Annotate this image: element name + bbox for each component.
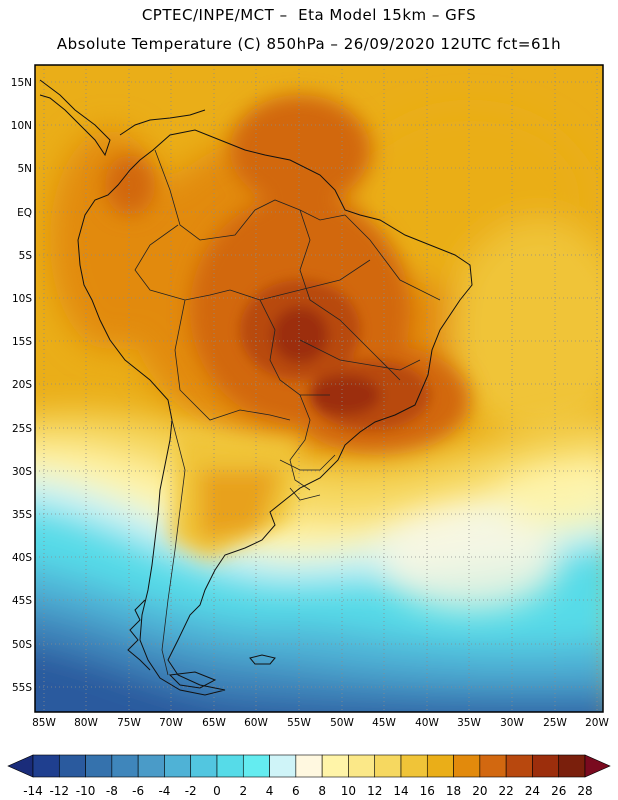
colorbar-swatch	[505, 754, 533, 778]
colorbar-tick-label: 26	[551, 784, 566, 798]
map-title-model: CPTEC/INPE/MCT – Eta Model 15km – GFS	[141, 6, 477, 24]
falklands-coastline	[249, 654, 276, 665]
colorbar-tick-label: 16	[420, 784, 435, 798]
colorbar-swatch	[558, 754, 586, 778]
colorbar-swatch	[426, 754, 454, 778]
colorbar-swatch	[137, 754, 165, 778]
colorbar-swatch	[532, 754, 560, 778]
colorbar-tick-label: 0	[213, 784, 221, 798]
colorbar-swatch	[190, 754, 218, 778]
colorbar-swatch	[400, 754, 428, 778]
lat-tick-label: 45S	[12, 595, 32, 607]
lon-tick-label: 50W	[330, 717, 354, 729]
lat-tick-label: 55S	[12, 682, 32, 694]
colorbar-tick-label: -8	[106, 784, 118, 798]
lon-tick-label: 20W	[585, 717, 609, 729]
temperature-colorbar: -14 -12 -10 -8 -6 -4 -2 0 2 4 6 8 10 12 14 16 18 20 22 24 26…	[7, 754, 611, 798]
colorbar-tick-label: 12	[367, 784, 382, 798]
colorbar-tick-label: 22	[499, 784, 514, 798]
colorbar-swatch	[32, 754, 60, 778]
lon-tick-label: 85W	[32, 717, 56, 729]
lat-tick-label: EQ	[17, 207, 32, 219]
colorbar-tick-label: 8	[318, 784, 326, 798]
south-america-coastline	[77, 129, 473, 696]
latitude-axis: 15N 10N 5N EQ 5S 10S 15S 20S 25S 30S 35S…	[11, 77, 33, 694]
lat-tick-label: 40S	[12, 552, 32, 564]
colorbar-tick-label: 28	[577, 784, 592, 798]
colorbar-tick-label: 4	[266, 784, 274, 798]
lon-tick-label: 80W	[74, 717, 98, 729]
lon-tick-label: 40W	[415, 717, 439, 729]
colorbar-swatch	[111, 754, 139, 778]
country-borders	[134, 149, 441, 676]
south-chile-fjords	[127, 599, 151, 671]
colorbar-tick-label: 14	[393, 784, 408, 798]
weather-map: 15N 10N 5N EQ 5S 10S 15S 20S 25S 30S 35S…	[7, 64, 611, 798]
lat-tick-label: 5N	[17, 163, 32, 175]
lon-tick-label: 55W	[287, 717, 311, 729]
colorbar-swatch	[164, 754, 192, 778]
colorbar-tick-label: 24	[525, 784, 540, 798]
colorbar-swatch	[85, 754, 113, 778]
longitude-axis: 85W 80W 75W 70W 65W 60W 55W 50W 45W 40W …	[32, 717, 609, 729]
caribbean-coast	[119, 109, 206, 136]
colorbar-tick-label: 18	[446, 784, 461, 798]
colorbar-tick-label: 6	[292, 784, 300, 798]
lon-tick-label: 25W	[543, 717, 567, 729]
lat-tick-label: 30S	[12, 466, 32, 478]
lat-tick-label: 10N	[11, 120, 32, 132]
colorbar-over-arrow	[584, 754, 611, 778]
lat-tick-label: 50S	[12, 639, 32, 651]
tierra-del-fuego	[168, 671, 217, 689]
lat-tick-label: 10S	[12, 293, 32, 305]
colorbar-tick-label: 10	[341, 784, 356, 798]
colorbar-swatch	[321, 754, 349, 778]
colorbar-tick-label: 20	[472, 784, 487, 798]
colorbar-tick-label: -4	[158, 784, 170, 798]
colorbar-tick-label: -2	[185, 784, 197, 798]
lon-tick-label: 70W	[159, 717, 183, 729]
colorbar-swatch	[348, 754, 376, 778]
colorbar-swatch	[58, 754, 86, 778]
map-title-variable: Absolute Temperature (C) 850hPa – 26/09/…	[56, 35, 562, 53]
lon-tick-label: 60W	[244, 717, 268, 729]
lon-tick-label: 65W	[202, 717, 226, 729]
colorbar-tick-label: -12	[49, 784, 69, 798]
lat-tick-label: 25S	[12, 423, 32, 435]
colorbar-swatch	[479, 754, 507, 778]
lat-tick-label: 5S	[19, 250, 33, 262]
colorbar-tick-label: -10	[76, 784, 96, 798]
central-america-coastline	[39, 79, 111, 157]
temperature-field	[35, 65, 603, 712]
colorbar-swatch	[374, 754, 402, 778]
colorbar-swatch	[216, 754, 244, 778]
lat-tick-label: 15N	[11, 77, 32, 89]
map-frame	[34, 64, 604, 713]
colorbar-tick-label: -14	[23, 784, 43, 798]
coastlines	[39, 79, 473, 696]
graticule	[35, 65, 603, 712]
colorbar-swatch	[242, 754, 270, 778]
lat-tick-label: 15S	[12, 336, 32, 348]
lon-tick-label: 45W	[372, 717, 396, 729]
lon-tick-label: 35W	[457, 717, 481, 729]
colorbar-swatch	[295, 754, 323, 778]
lon-tick-label: 75W	[117, 717, 141, 729]
colorbar-tick-label: -6	[132, 784, 144, 798]
colorbar-tick-label: 2	[239, 784, 247, 798]
lat-tick-label: 35S	[12, 509, 32, 521]
lat-tick-label: 20S	[12, 379, 32, 391]
lon-tick-label: 30W	[500, 717, 524, 729]
colorbar-under-arrow	[7, 754, 34, 778]
colorbar-swatch	[453, 754, 481, 778]
colorbar-swatch	[269, 754, 297, 778]
